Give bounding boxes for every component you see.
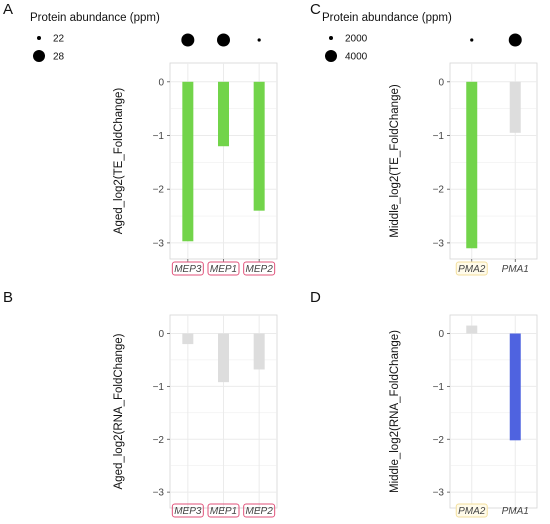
category-label: MEP1	[210, 506, 237, 517]
y-axis-title: Aged_log2(RNA_FoldChange)	[113, 333, 125, 489]
panel-letter: B	[3, 289, 13, 306]
legend-dot	[37, 36, 41, 40]
bar	[182, 333, 194, 345]
y-tick-label: −1	[153, 131, 165, 142]
category-label: MEP2	[246, 506, 274, 517]
category-label-box	[243, 503, 276, 518]
plot-area	[449, 62, 538, 260]
y-axis-title: Middle_log2(TE_FoldChange)	[389, 84, 401, 238]
y-tick-label: −2	[153, 185, 165, 196]
legend-title: Protein abundance (ppm)	[30, 12, 160, 24]
category-label: MEP3	[174, 264, 202, 275]
abundance-dot	[470, 38, 474, 42]
legend-label: 2000	[345, 34, 368, 45]
panel-letter: C	[310, 1, 321, 18]
y-tick-label: −2	[153, 435, 165, 446]
y-tick-label: −3	[433, 238, 445, 249]
plot-area	[449, 314, 538, 509]
category-label-box	[207, 503, 240, 518]
category-label: PMA2	[458, 506, 486, 517]
legend-label: 28	[53, 52, 65, 63]
bar	[182, 81, 194, 242]
panel-letter: D	[310, 289, 321, 306]
panel-b: B 0 −1 −2 −3 MEP3 MEP1 MEP2 Aged_log2(RNA_FoldCh…	[3, 289, 278, 518]
category-label: MEP1	[210, 264, 237, 275]
panel-letter: A	[3, 1, 13, 18]
y-tick-label: −3	[153, 488, 165, 499]
y-tick-label: −1	[153, 382, 165, 393]
y-tick-label: −1	[433, 131, 445, 142]
bar	[253, 81, 265, 211]
y-tick-label: −3	[153, 238, 165, 249]
abundance-dot	[257, 38, 261, 42]
abundance-dot	[508, 33, 522, 47]
category-label: PMA1	[502, 264, 529, 275]
category-label-box	[243, 261, 276, 276]
y-tick-label: 0	[438, 77, 444, 88]
y-axis-title: Aged_log2(TE_FoldChange)	[113, 88, 125, 235]
bar	[466, 325, 478, 334]
category-label: PMA2	[458, 264, 486, 275]
panel-c: C 0 −1 −2 −3 PMA2 PMA1 Middle_log2(TE_FoldChang…	[310, 1, 538, 276]
category-label: MEP2	[246, 264, 274, 275]
y-tick-label: −2	[433, 185, 445, 196]
category-label: MEP3	[174, 506, 202, 517]
bar	[218, 333, 229, 383]
abundance-legend: Protein abundance (ppm) 2000 4000	[322, 12, 452, 63]
category-label-box	[455, 503, 488, 518]
category-label: PMA1	[502, 506, 529, 517]
legend-label: 4000	[345, 52, 368, 63]
y-axis-title: Middle_log2(RNA_FoldChange)	[389, 330, 401, 493]
bar	[509, 333, 521, 441]
legend-dot	[33, 50, 45, 62]
y-tick-label: −1	[433, 382, 445, 393]
abundance-dot	[181, 33, 195, 47]
bar	[509, 81, 521, 133]
abundance-legend: Protein abundance (ppm) 22 28	[30, 12, 160, 63]
panel-d: D 0 −1 −2 −3 PMA2 PMA1 Middle_log2(RNA_FoldChan…	[310, 289, 538, 518]
y-tick-label: 0	[438, 329, 444, 340]
y-tick-label: −2	[433, 435, 445, 446]
bar	[218, 81, 229, 147]
category-label-box	[171, 261, 204, 276]
legend-label: 22	[53, 34, 65, 45]
bar	[466, 81, 478, 249]
panel-a: A 0 −1 −2 −3 MEP3 MEP1 MEP2 Aged_log2(TE_FoldCha…	[3, 1, 278, 276]
legend-dot	[325, 50, 337, 62]
abundance-dot	[217, 33, 230, 47]
category-label-box	[455, 261, 488, 276]
category-label-box	[207, 261, 240, 276]
bar	[253, 333, 265, 370]
y-tick-label: 0	[158, 77, 164, 88]
category-label-box	[171, 503, 204, 518]
legend-title: Protein abundance (ppm)	[322, 12, 452, 24]
y-tick-label: 0	[158, 329, 164, 340]
y-tick-label: −3	[433, 488, 445, 499]
legend-dot	[329, 36, 333, 40]
